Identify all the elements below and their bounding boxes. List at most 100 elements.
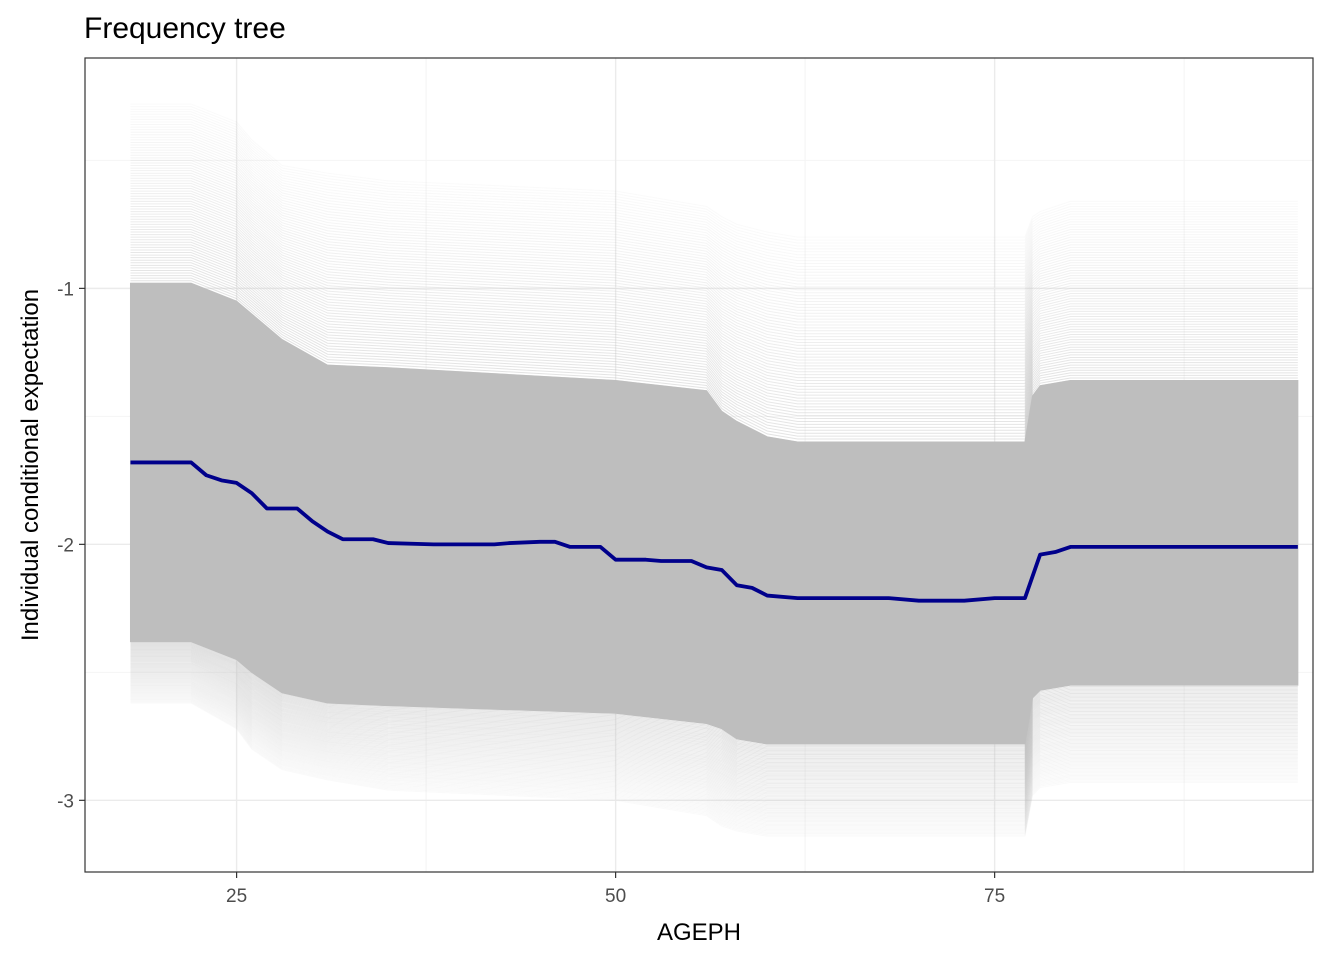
ice-line <box>130 280 1298 440</box>
ice-line <box>130 694 1298 825</box>
ice-line <box>130 244 1298 399</box>
ice-line <box>130 231 1298 384</box>
series-layer <box>130 460 1298 603</box>
ice-line <box>130 697 1298 829</box>
ice-line <box>130 653 1298 763</box>
ice-line <box>130 188 1298 335</box>
ice-line <box>130 149 1298 291</box>
ice-line <box>130 152 1298 294</box>
ice-line <box>130 688 1298 816</box>
ice-line <box>130 136 1298 276</box>
ice-line <box>130 170 1298 314</box>
ice-line <box>130 277 1298 437</box>
ice-line <box>130 664 1298 781</box>
ice-line <box>130 193 1298 341</box>
panel-border <box>84 57 1314 873</box>
ice-line <box>130 674 1298 795</box>
ice-line <box>130 200 1298 349</box>
ice-line <box>130 218 1298 370</box>
y-axis-ticks: -1 -2 -3 <box>57 279 85 812</box>
ice-line <box>130 642 1298 748</box>
ice-line <box>130 699 1298 832</box>
ice-line <box>130 698 1298 831</box>
ice-line <box>130 121 1298 259</box>
ice-line <box>130 668 1298 786</box>
ice-line <box>130 699 1298 833</box>
ice-line <box>130 257 1298 414</box>
x-tick-label: 25 <box>226 886 247 907</box>
ice-line <box>130 692 1298 823</box>
ice-line <box>130 144 1298 285</box>
ice-line <box>130 660 1298 774</box>
ice-line <box>130 249 1298 405</box>
ice-line <box>130 649 1298 757</box>
ice-line <box>130 254 1298 411</box>
ice-line <box>130 203 1298 352</box>
ice-line <box>130 663 1298 779</box>
ice-line <box>130 175 1298 320</box>
ice-line <box>130 239 1298 393</box>
ice-line <box>130 652 1298 762</box>
ice-line <box>130 216 1298 367</box>
ice-line <box>130 234 1298 387</box>
ice-line <box>130 692 1298 821</box>
ice-line <box>130 116 1298 253</box>
ice-line <box>130 154 1298 297</box>
ice-line <box>130 108 1298 244</box>
ice-line <box>130 695 1298 827</box>
ice-line <box>130 645 1298 752</box>
ice-line <box>130 658 1298 771</box>
ice-line <box>130 667 1298 785</box>
ice-line <box>130 126 1298 265</box>
ice-line <box>130 159 1298 303</box>
ice-line <box>130 205 1298 355</box>
x-axis-ticks: 25 50 75 <box>226 872 1005 907</box>
ice-line <box>130 654 1298 765</box>
ice-line <box>130 111 1298 247</box>
y-tick-label: -1 <box>57 279 74 300</box>
ice-line <box>130 685 1298 811</box>
ice-lines-band <box>129 103 1299 837</box>
ice-line <box>130 134 1298 273</box>
ice-line <box>130 141 1298 282</box>
ice-line <box>130 275 1298 434</box>
ice-line <box>130 678 1298 802</box>
ice-line <box>130 208 1298 358</box>
ice-line <box>130 195 1298 343</box>
ice-line <box>130 671 1298 791</box>
ice-line <box>130 672 1298 792</box>
ice-line <box>130 167 1298 311</box>
ice-line <box>130 675 1298 796</box>
y-tick-label: -2 <box>57 535 74 556</box>
ice-line <box>130 702 1298 837</box>
ice-line <box>130 677 1298 800</box>
ice-line <box>130 659 1298 773</box>
ice-line <box>130 118 1298 256</box>
ice-line <box>130 106 1298 241</box>
ice-line <box>130 661 1298 775</box>
ice-dense-core <box>129 282 1299 745</box>
ice-line <box>130 182 1298 329</box>
x-tick-label: 75 <box>984 886 1005 907</box>
ice-line <box>130 691 1298 820</box>
ice-line <box>130 223 1298 376</box>
ice-line <box>130 185 1298 332</box>
ice-line <box>130 213 1298 364</box>
ice-line <box>130 681 1298 806</box>
ice-line <box>130 262 1298 420</box>
ice-line <box>130 680 1298 804</box>
x-tick-label: 50 <box>605 886 626 907</box>
ice-line <box>130 198 1298 346</box>
ice-line <box>130 687 1298 815</box>
ice-line <box>130 157 1298 300</box>
ice-line <box>130 686 1298 813</box>
y-tick-label: -3 <box>57 791 74 812</box>
ice-line <box>130 162 1298 305</box>
ice-line <box>130 229 1298 382</box>
y-axis-title: Individual conditional expectation <box>17 289 44 641</box>
chart-title: Frequency tree <box>84 12 286 45</box>
ice-line <box>130 676 1298 798</box>
ice-line <box>130 221 1298 373</box>
ice-line <box>130 655 1298 766</box>
